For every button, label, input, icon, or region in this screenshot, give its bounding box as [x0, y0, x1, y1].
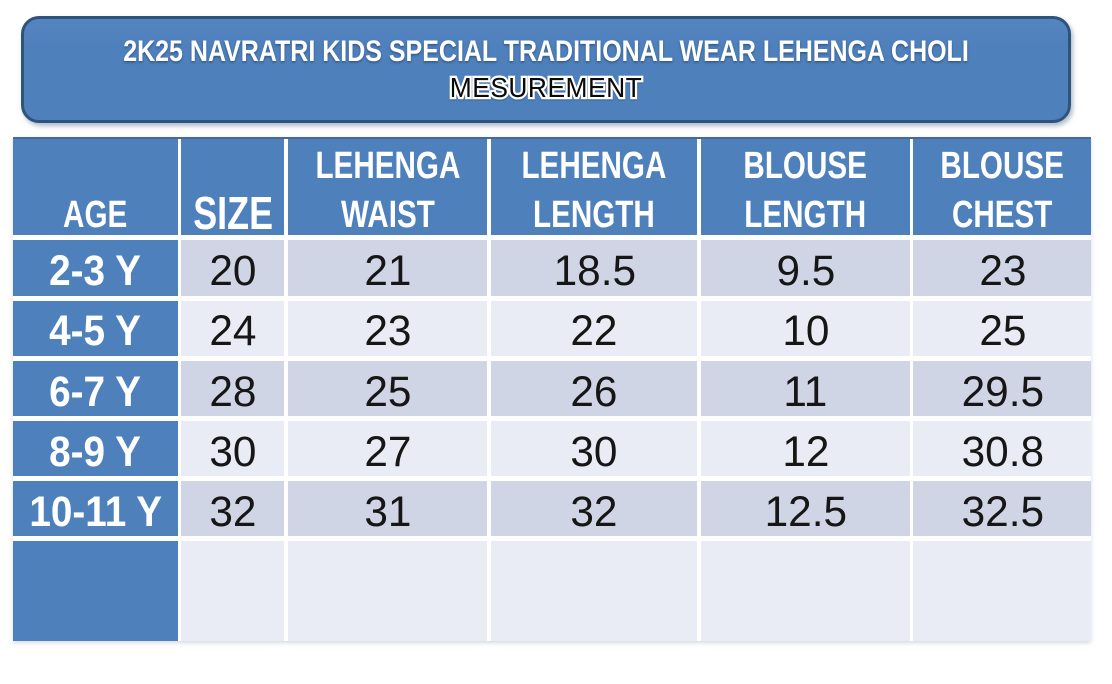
svg-text:MESUREMENT: MESUREMENT [450, 72, 642, 103]
